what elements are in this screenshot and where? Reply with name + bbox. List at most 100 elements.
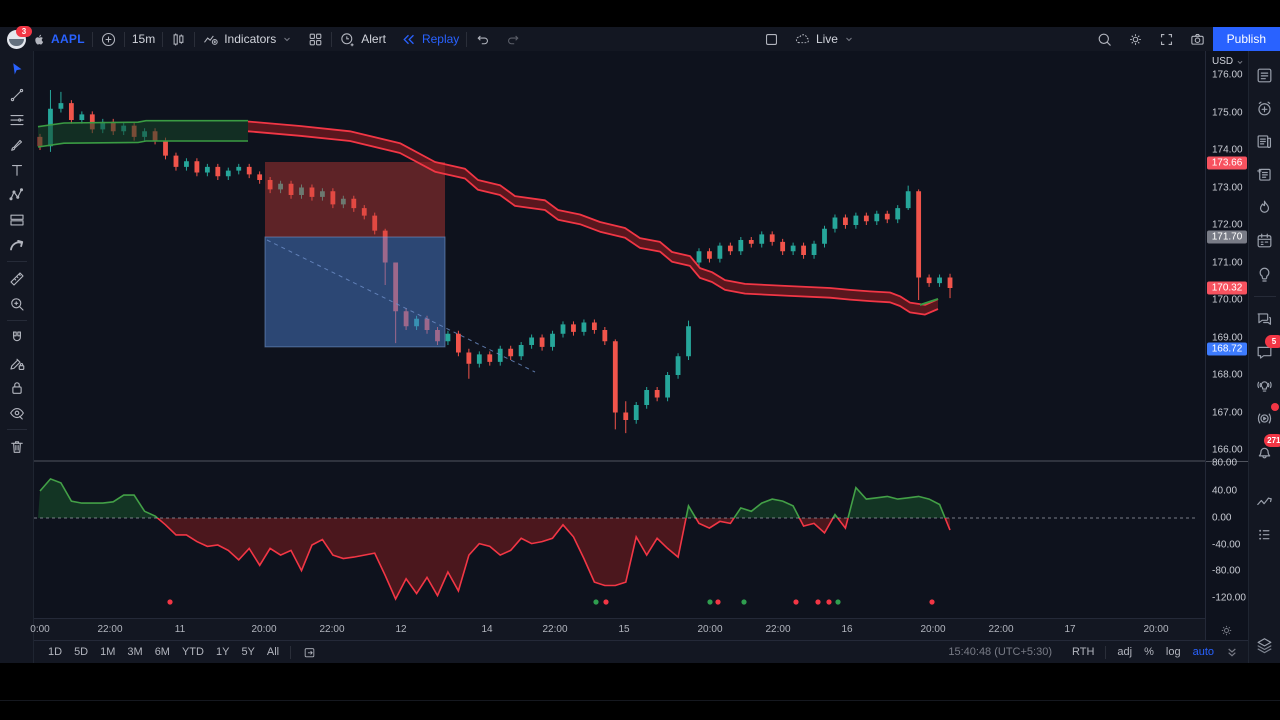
news-icon [1255, 132, 1274, 151]
cursor-icon [8, 61, 26, 79]
tool-trend-line[interactable] [4, 82, 30, 107]
undo-button[interactable] [467, 27, 498, 51]
dom-panel-icon [1255, 526, 1274, 545]
redo-button[interactable] [498, 27, 529, 51]
layout-grid-button[interactable] [300, 27, 331, 51]
panel-notifications-button[interactable]: 271 [1253, 434, 1280, 463]
panel-live-streams-button[interactable] [1253, 403, 1279, 430]
tool-brush[interactable] [4, 132, 30, 157]
time-label: 22:00 [988, 624, 1014, 635]
alert-label: Alert [361, 32, 386, 46]
tool-magnet[interactable] [4, 325, 30, 350]
replay-button[interactable]: Replay [393, 27, 466, 51]
panel-dom-panel-button[interactable] [1253, 523, 1277, 547]
cloud-icon [794, 31, 811, 48]
arrow-marker-icon [8, 236, 26, 254]
tool-edit-lock[interactable] [4, 350, 30, 375]
time-label: 20:00 [251, 624, 277, 635]
panel-ideas-button[interactable] [1253, 261, 1277, 285]
position-risk-zone[interactable] [265, 162, 445, 237]
range-button-ytd[interactable]: YTD [181, 646, 204, 658]
tool-lock-all[interactable] [4, 375, 30, 400]
clock-label[interactable]: 15:40:48 (UTC+5:30) [948, 646, 1052, 658]
panel-watchlist-button[interactable] [1253, 63, 1277, 87]
avatar [9, 38, 24, 46]
ruler-icon [8, 270, 26, 288]
position-target-zone[interactable] [264, 236, 446, 348]
tool-fib-retracement[interactable] [4, 107, 30, 132]
range-button-all[interactable]: All [266, 646, 280, 658]
time-label: 14 [481, 624, 493, 635]
range-button-1y[interactable]: 1Y [215, 646, 230, 658]
percent-scale-button[interactable]: % [1144, 646, 1154, 658]
fullscreen-icon [1158, 31, 1175, 48]
session-button[interactable]: RTH [1072, 646, 1095, 658]
tool-cursor[interactable] [4, 57, 30, 82]
tool-long-position[interactable] [4, 207, 30, 232]
tool-arrow-marker[interactable] [4, 232, 30, 257]
double-chevron-down-icon[interactable] [1224, 644, 1240, 660]
adjust-button[interactable]: adj [1117, 646, 1133, 658]
tool-text-tool[interactable] [4, 157, 30, 182]
price-axis[interactable]: USD 176.00 175.00 174.00 173.00 172.00 171.00… [1205, 51, 1249, 663]
indicators-icon [202, 31, 219, 48]
indicators-button[interactable]: Indicators [195, 27, 300, 51]
log-scale-button[interactable]: log [1165, 646, 1181, 658]
go-to-date-icon [303, 646, 316, 659]
zoom-in-icon [8, 295, 26, 313]
panel-notes-button[interactable] [1253, 162, 1277, 186]
tool-xabcd-pattern[interactable] [4, 182, 30, 207]
panel-object-tree-button[interactable] [1253, 633, 1277, 657]
edit-lock-icon [8, 354, 26, 372]
time-label: 22:00 [542, 624, 568, 635]
interval-button[interactable]: 15m [125, 27, 162, 51]
user-menu-button[interactable]: 3 [7, 25, 32, 49]
snapshot-button[interactable] [1182, 27, 1213, 51]
settings-button[interactable] [1120, 27, 1151, 51]
panel-pine-editor-button[interactable] [1253, 490, 1277, 514]
publish-button[interactable]: Publish [1212, 27, 1280, 51]
fullscreen-button[interactable] [1151, 27, 1182, 51]
alert-button[interactable]: Alert [332, 27, 393, 51]
main-chart-svg[interactable] [34, 51, 1205, 618]
tool-remove-drawings[interactable] [4, 434, 30, 459]
range-button-1d[interactable]: 1D [48, 646, 63, 658]
auto-scale-button[interactable]: auto [1192, 646, 1214, 658]
time-label: 0:00 [30, 624, 50, 635]
price-label: -80.00 [1212, 565, 1241, 577]
compare-add-button[interactable] [93, 27, 124, 51]
price-label: 171.00 [1212, 257, 1243, 269]
ideas-stream-icon [1255, 376, 1274, 395]
time-axis[interactable]: 0:00 22:00 11 20:00 22:00 12 14 22:00 15 20:00 22:… [30, 618, 1205, 641]
user-notification-badge: 3 [16, 25, 32, 37]
price-label: 40.00 [1212, 485, 1238, 497]
chart-style-button[interactable] [163, 27, 194, 51]
panel-ideas-stream-button[interactable] [1253, 373, 1277, 397]
panel-calendar-button[interactable] [1253, 228, 1277, 252]
symbol-search-button[interactable]: AAPL [26, 27, 92, 51]
tool-hide-all[interactable] [4, 400, 30, 425]
camera-icon [1189, 31, 1206, 48]
panel-news-button[interactable] [1253, 129, 1277, 153]
panel-alert-manager-button[interactable] [1253, 96, 1277, 120]
date-range-selector: 1D 5D 1M 3M 6M YTD 1Y 5Y All [42, 646, 285, 658]
range-button-3m[interactable]: 3M [127, 646, 143, 658]
price-axis-currency[interactable]: USD [1212, 56, 1245, 67]
range-button-6m[interactable]: 6M [154, 646, 170, 658]
range-button-5y[interactable]: 5Y [241, 646, 255, 658]
panel-private-chat-button[interactable]: 5 [1253, 335, 1280, 364]
cloud-save-button[interactable]: Live [787, 27, 862, 51]
top-toolbar: 3 AAPL 15m Indicators [0, 25, 1280, 52]
range-button-1m[interactable]: 1M [100, 646, 116, 658]
multichart-checkbox[interactable] [756, 27, 787, 51]
quick-search-button[interactable] [1089, 27, 1120, 51]
price-label: -40.00 [1212, 539, 1241, 551]
go-to-date-button[interactable] [296, 641, 323, 663]
tool-ruler[interactable] [4, 266, 30, 291]
alert-clock-icon [339, 31, 356, 48]
panel-hotlists-button[interactable] [1253, 195, 1277, 219]
panel-chats-button[interactable] [1253, 307, 1277, 331]
pane-settings-gear-icon[interactable] [1219, 623, 1234, 638]
tool-zoom-in[interactable] [4, 291, 30, 316]
range-button-5d[interactable]: 5D [74, 646, 89, 658]
